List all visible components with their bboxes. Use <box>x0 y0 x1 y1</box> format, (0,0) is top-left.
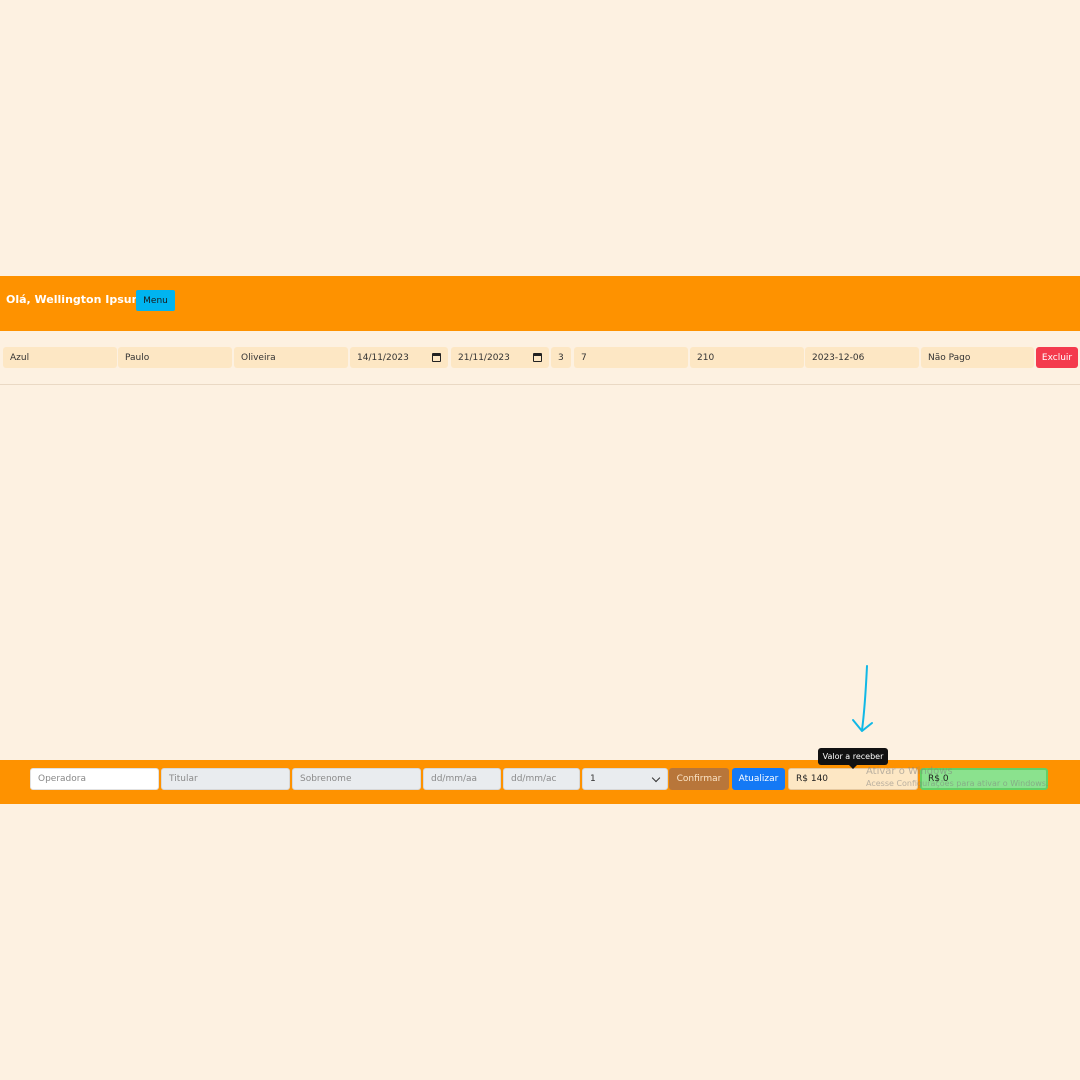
watermark-title: Ativar o Windows <box>866 766 953 777</box>
departure-date-input[interactable]: dd/mm/aa <box>423 768 501 790</box>
operadora-field[interactable]: Azul <box>3 347 117 368</box>
departure-date-value: 14/11/2023 <box>357 352 409 363</box>
arrow-annotation-icon <box>852 665 873 732</box>
return-date-input[interactable]: dd/mm/ac <box>503 768 580 790</box>
record-row: Azul Paulo Oliveira 14/11/2023 21/11/202… <box>0 331 1080 385</box>
due-date-field[interactable]: 2023-12-06 <box>805 347 919 368</box>
greeting-text: Olá, Wellington Ipsum <box>6 293 144 306</box>
status-field[interactable]: Não Pago <box>921 347 1034 368</box>
operadora-input[interactable]: Operadora <box>30 768 159 790</box>
windows-activation-watermark: Ativar o Windows Acesse Configurações pa… <box>866 766 1048 790</box>
watermark-subtitle: Acesse Configurações para ativar o Windo… <box>866 779 1049 788</box>
chevron-down-icon <box>651 773 661 783</box>
total-field[interactable]: 210 <box>690 347 804 368</box>
return-date-value: 21/11/2023 <box>458 352 510 363</box>
titular-input[interactable]: Titular <box>161 768 290 790</box>
sobrenome-input[interactable]: Sobrenome <box>292 768 421 790</box>
bottom-form-bar: Operadora Titular Sobrenome dd/mm/aa dd/… <box>0 760 1080 804</box>
menu-button[interactable]: Menu <box>136 290 175 311</box>
return-date-field[interactable]: 21/11/2023 <box>451 347 549 368</box>
valor-receber-tooltip: Valor a receber <box>818 748 888 769</box>
confirm-button[interactable]: Confirmar <box>669 768 729 790</box>
delete-button[interactable]: Excluir <box>1036 347 1078 368</box>
top-header: Olá, Wellington Ipsum Menu <box>0 276 1080 331</box>
calendar-icon[interactable] <box>432 353 441 362</box>
calendar-icon[interactable] <box>533 353 542 362</box>
installments-select[interactable]: 1 <box>582 768 668 790</box>
update-button[interactable]: Atualizar <box>732 768 785 790</box>
titular-field[interactable]: Paulo <box>118 347 232 368</box>
sobrenome-field[interactable]: Oliveira <box>234 347 348 368</box>
installment-value-field[interactable]: 7 <box>574 347 688 368</box>
departure-date-field[interactable]: 14/11/2023 <box>350 347 448 368</box>
installments-selected-value: 1 <box>590 774 596 784</box>
installments-field[interactable]: 3 <box>551 347 571 368</box>
valor-pago-field[interactable]: R$ 0 <box>920 768 1048 790</box>
